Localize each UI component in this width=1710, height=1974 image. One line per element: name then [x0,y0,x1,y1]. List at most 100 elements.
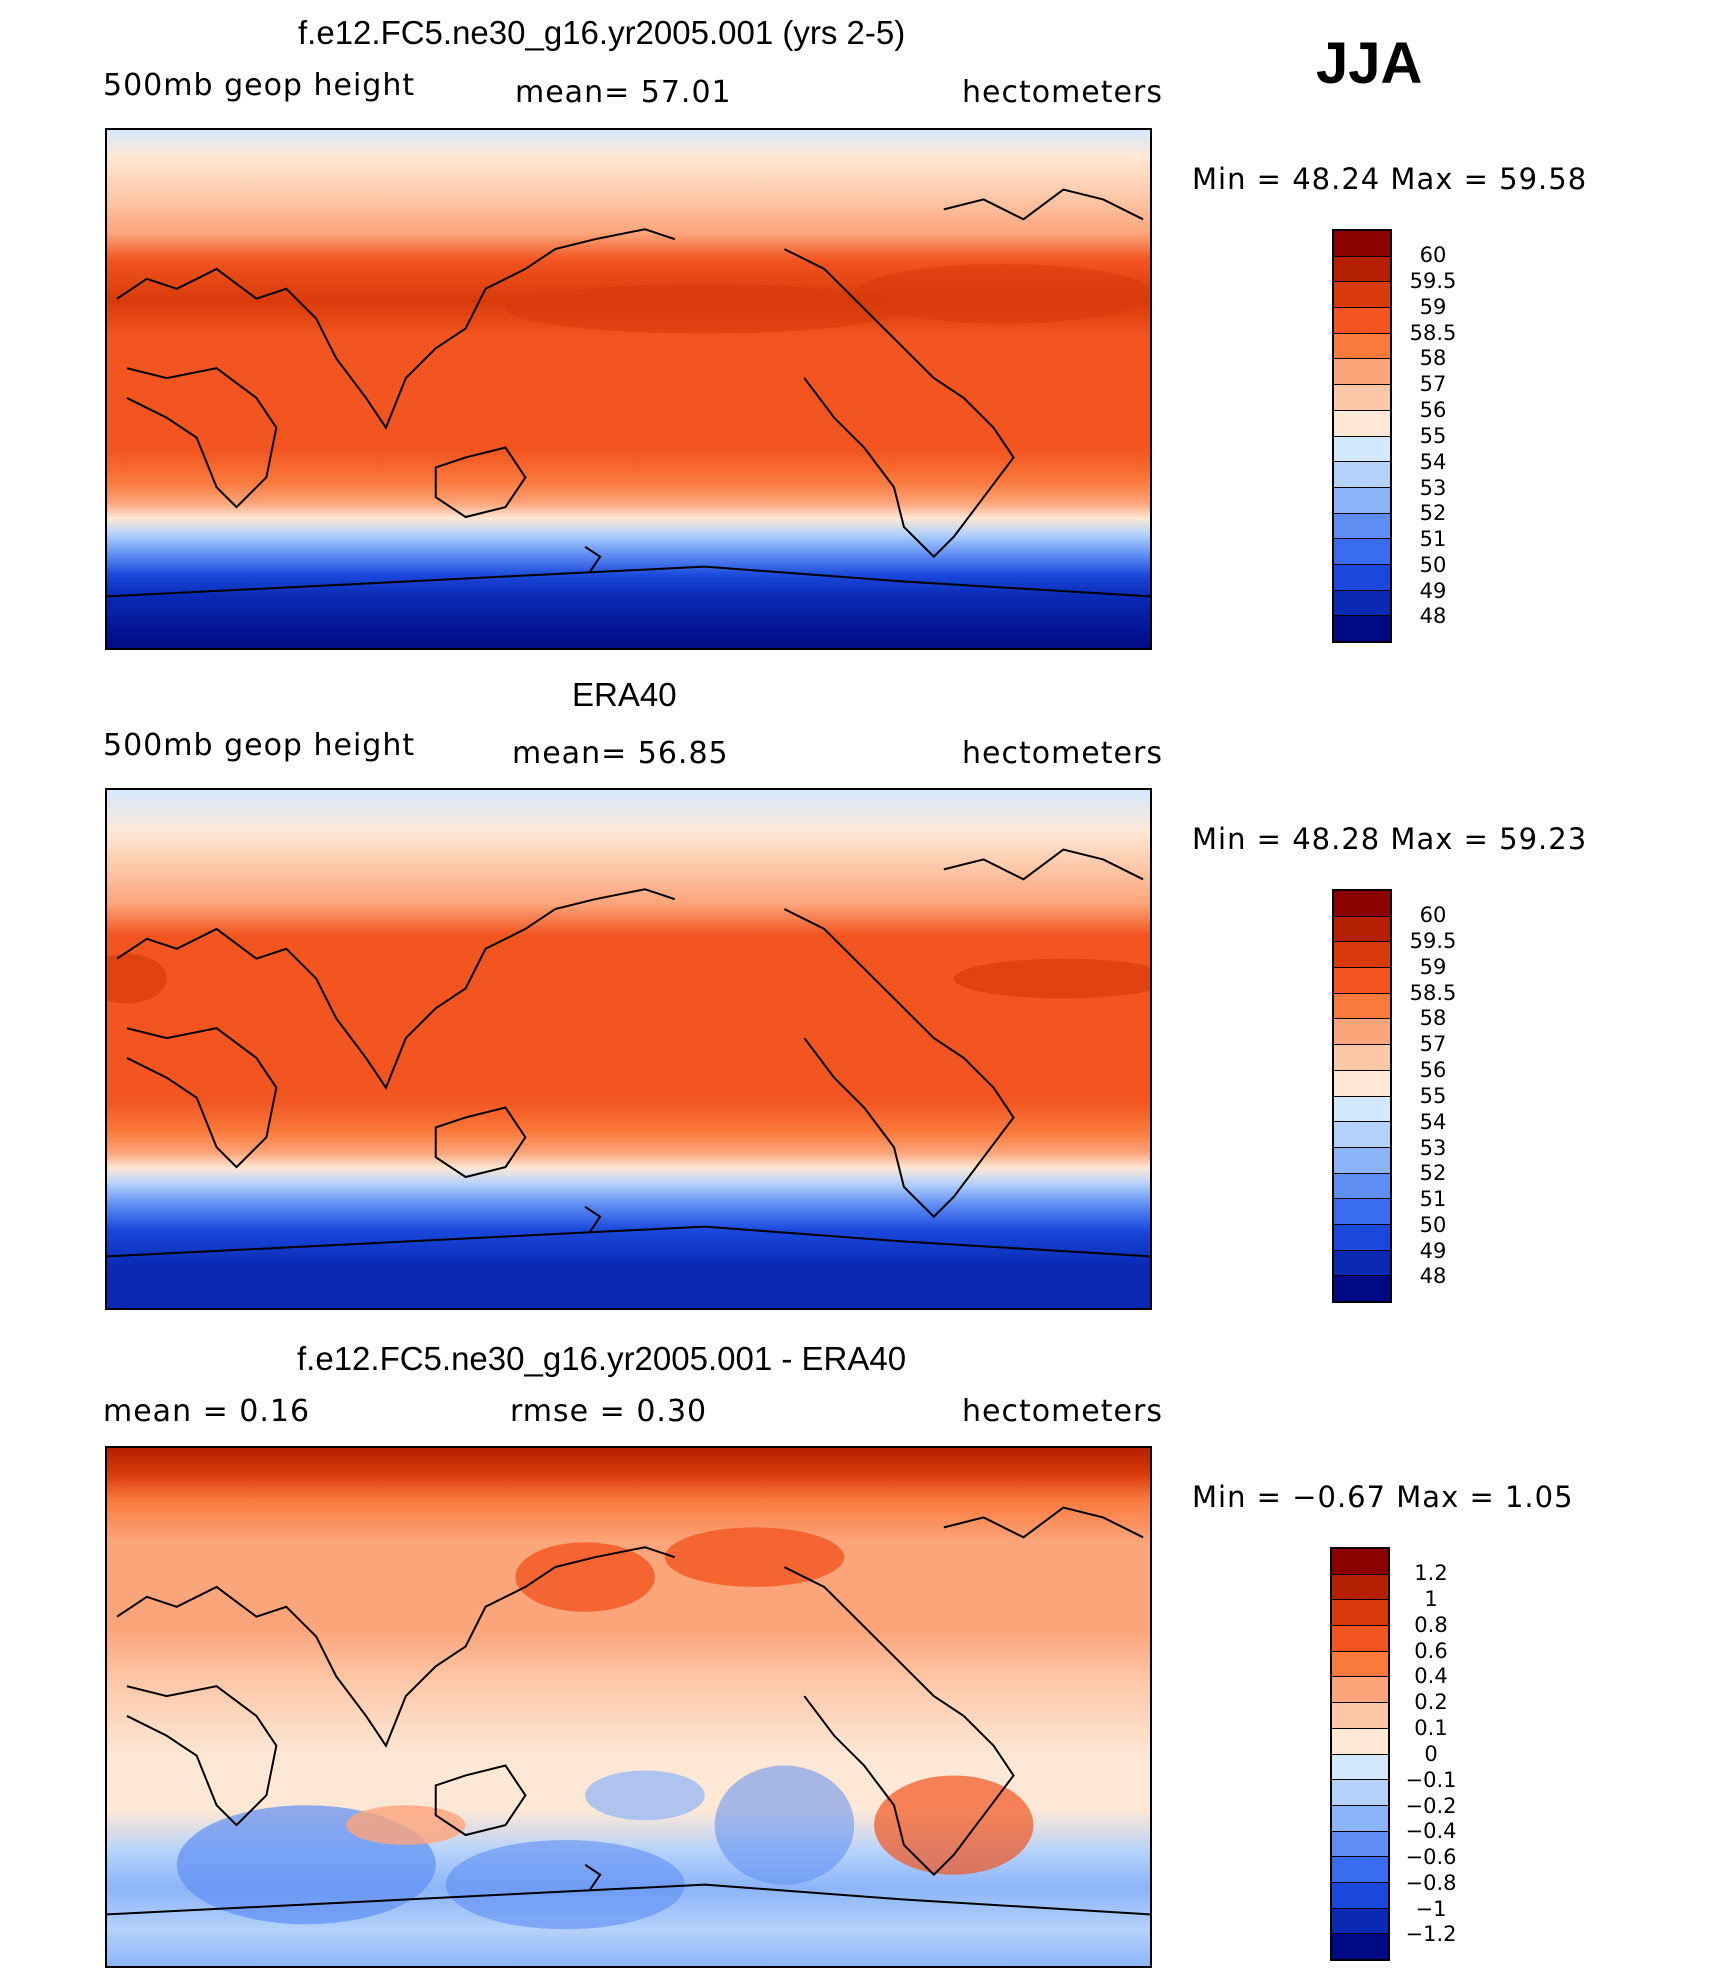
colorbar-label: 54 [1419,1110,1447,1134]
colorbar-swatch [1334,1250,1390,1277]
panel-2-title: ERA40 [572,676,677,713]
colorbar-swatch [1334,1173,1390,1200]
colorbar-swatch [1332,1805,1388,1832]
colorbar-swatch [1334,1070,1390,1097]
colorbar-label: 58 [1419,1006,1447,1030]
colorbar-label: 49 [1419,1239,1447,1263]
colorbar-label: 57 [1419,1032,1447,1056]
colorbar-swatch [1332,1754,1388,1781]
colorbar-label: −0.1 [1405,1768,1457,1792]
colorbar-label: 54 [1419,450,1447,474]
colorbar-swatch [1334,410,1390,437]
panel-2-contour-map [107,790,1150,1308]
colorbar-label: −0.6 [1405,1845,1457,1869]
colorbar-swatch [1334,333,1390,360]
colorbar-label: 60 [1419,903,1447,927]
colorbar-swatch [1334,1147,1390,1174]
colorbar-label: −1 [1415,1897,1447,1921]
panel-3-title: f.e12.FC5.ne30_g16.yr2005.001 - ERA40 [297,1340,907,1377]
colorbar-label: 55 [1419,1084,1447,1108]
panel-1-variable-label: 500mb geop height [103,68,416,103]
colorbar-swatch [1334,1045,1390,1071]
colorbar-swatch [1334,590,1390,617]
panel-2-map [105,788,1152,1310]
colorbar-label: 52 [1419,1161,1447,1185]
colorbar-label: 55 [1419,424,1447,448]
colorbar-label: −0.4 [1405,1819,1457,1843]
colorbar-swatch [1334,256,1390,283]
panel-3-mean-label: mean = 0.16 [103,1394,311,1429]
colorbar-label: 53 [1419,476,1447,500]
colorbar-swatch [1334,308,1390,334]
colorbar-label: 0.8 [1414,1613,1448,1637]
colorbar-swatch [1334,282,1390,309]
colorbar-swatch [1334,616,1390,641]
colorbar-label: 50 [1419,553,1447,577]
colorbar-label: 59.5 [1409,269,1457,293]
colorbar-swatch [1334,385,1390,411]
colorbar-label: 0 [1424,1742,1438,1766]
colorbar-swatch [1332,1934,1388,1959]
colorbar-swatch [1332,1857,1388,1883]
colorbar-label: 56 [1419,1058,1447,1082]
colorbar-label: 58.5 [1409,321,1457,345]
colorbar-label: 52 [1419,501,1447,525]
colorbar-swatch [1334,231,1390,257]
colorbar-swatch [1332,1728,1388,1755]
colorbar-swatch [1334,487,1390,514]
colorbar-swatch [1334,513,1390,540]
colorbar-swatch [1334,436,1390,463]
colorbar-swatch [1334,942,1390,969]
colorbar-swatch [1334,564,1390,591]
colorbar-swatch [1332,1831,1388,1858]
colorbar-label: 59.5 [1409,929,1457,953]
colorbar-swatch [1332,1574,1388,1601]
colorbar-label: 58.5 [1409,981,1457,1005]
panel-2-mean-label: mean= 56.85 [512,736,729,771]
panel-3-contour-map [107,1448,1150,1966]
panel-3-colorbar [1330,1547,1390,1961]
colorbar-swatch [1332,1677,1388,1704]
colorbar-swatch [1332,1651,1388,1678]
colorbar-swatch [1334,1122,1390,1148]
colorbar-label: 53 [1419,1136,1447,1160]
colorbar-label: 57 [1419,372,1447,396]
colorbar-label: 48 [1419,604,1447,628]
colorbar-label: 48 [1419,1264,1447,1288]
colorbar-swatch [1334,968,1390,994]
panel-2-colorbar [1332,889,1392,1303]
panel-1-mean-label: mean= 57.01 [515,75,732,110]
colorbar-swatch [1334,462,1390,488]
panel-3-map [105,1446,1152,1968]
colorbar-label: 51 [1419,1187,1447,1211]
panel-1-contour-map [107,130,1150,648]
colorbar-label: 56 [1419,398,1447,422]
colorbar-swatch [1334,539,1390,565]
colorbar-label: 51 [1419,527,1447,551]
colorbar-swatch [1332,1600,1388,1627]
colorbar-swatch [1332,1780,1388,1806]
colorbar-swatch [1332,1626,1388,1652]
colorbar-label: 58 [1419,346,1447,370]
colorbar-swatch [1332,1703,1388,1729]
colorbar-label: 49 [1419,579,1447,603]
colorbar-swatch [1332,1549,1388,1575]
colorbar-label: 0.2 [1414,1690,1448,1714]
colorbar-swatch [1334,891,1390,917]
colorbar-swatch [1332,1882,1388,1909]
colorbar-swatch [1332,1908,1388,1935]
panel-3-minmax: Min = −0.67 Max = 1.05 [1192,1480,1574,1514]
panel-2-variable-label: 500mb geop height [103,728,416,763]
panel-1-minmax: Min = 48.24 Max = 59.58 [1192,162,1588,196]
colorbar-label: −0.2 [1405,1794,1457,1818]
colorbar-swatch [1334,359,1390,386]
panel-1-units-label: hectometers [962,75,1163,110]
colorbar-swatch [1334,993,1390,1020]
panel-1-title: f.e12.FC5.ne30_g16.yr2005.001 (yrs 2-5) [298,14,906,51]
colorbar-label: 0.1 [1414,1716,1448,1740]
colorbar-label: 0.4 [1414,1664,1448,1688]
colorbar-swatch [1334,1199,1390,1225]
panel-1-map [105,128,1152,650]
panel-3-units-label: hectometers [962,1394,1163,1429]
colorbar-swatch [1334,1096,1390,1123]
